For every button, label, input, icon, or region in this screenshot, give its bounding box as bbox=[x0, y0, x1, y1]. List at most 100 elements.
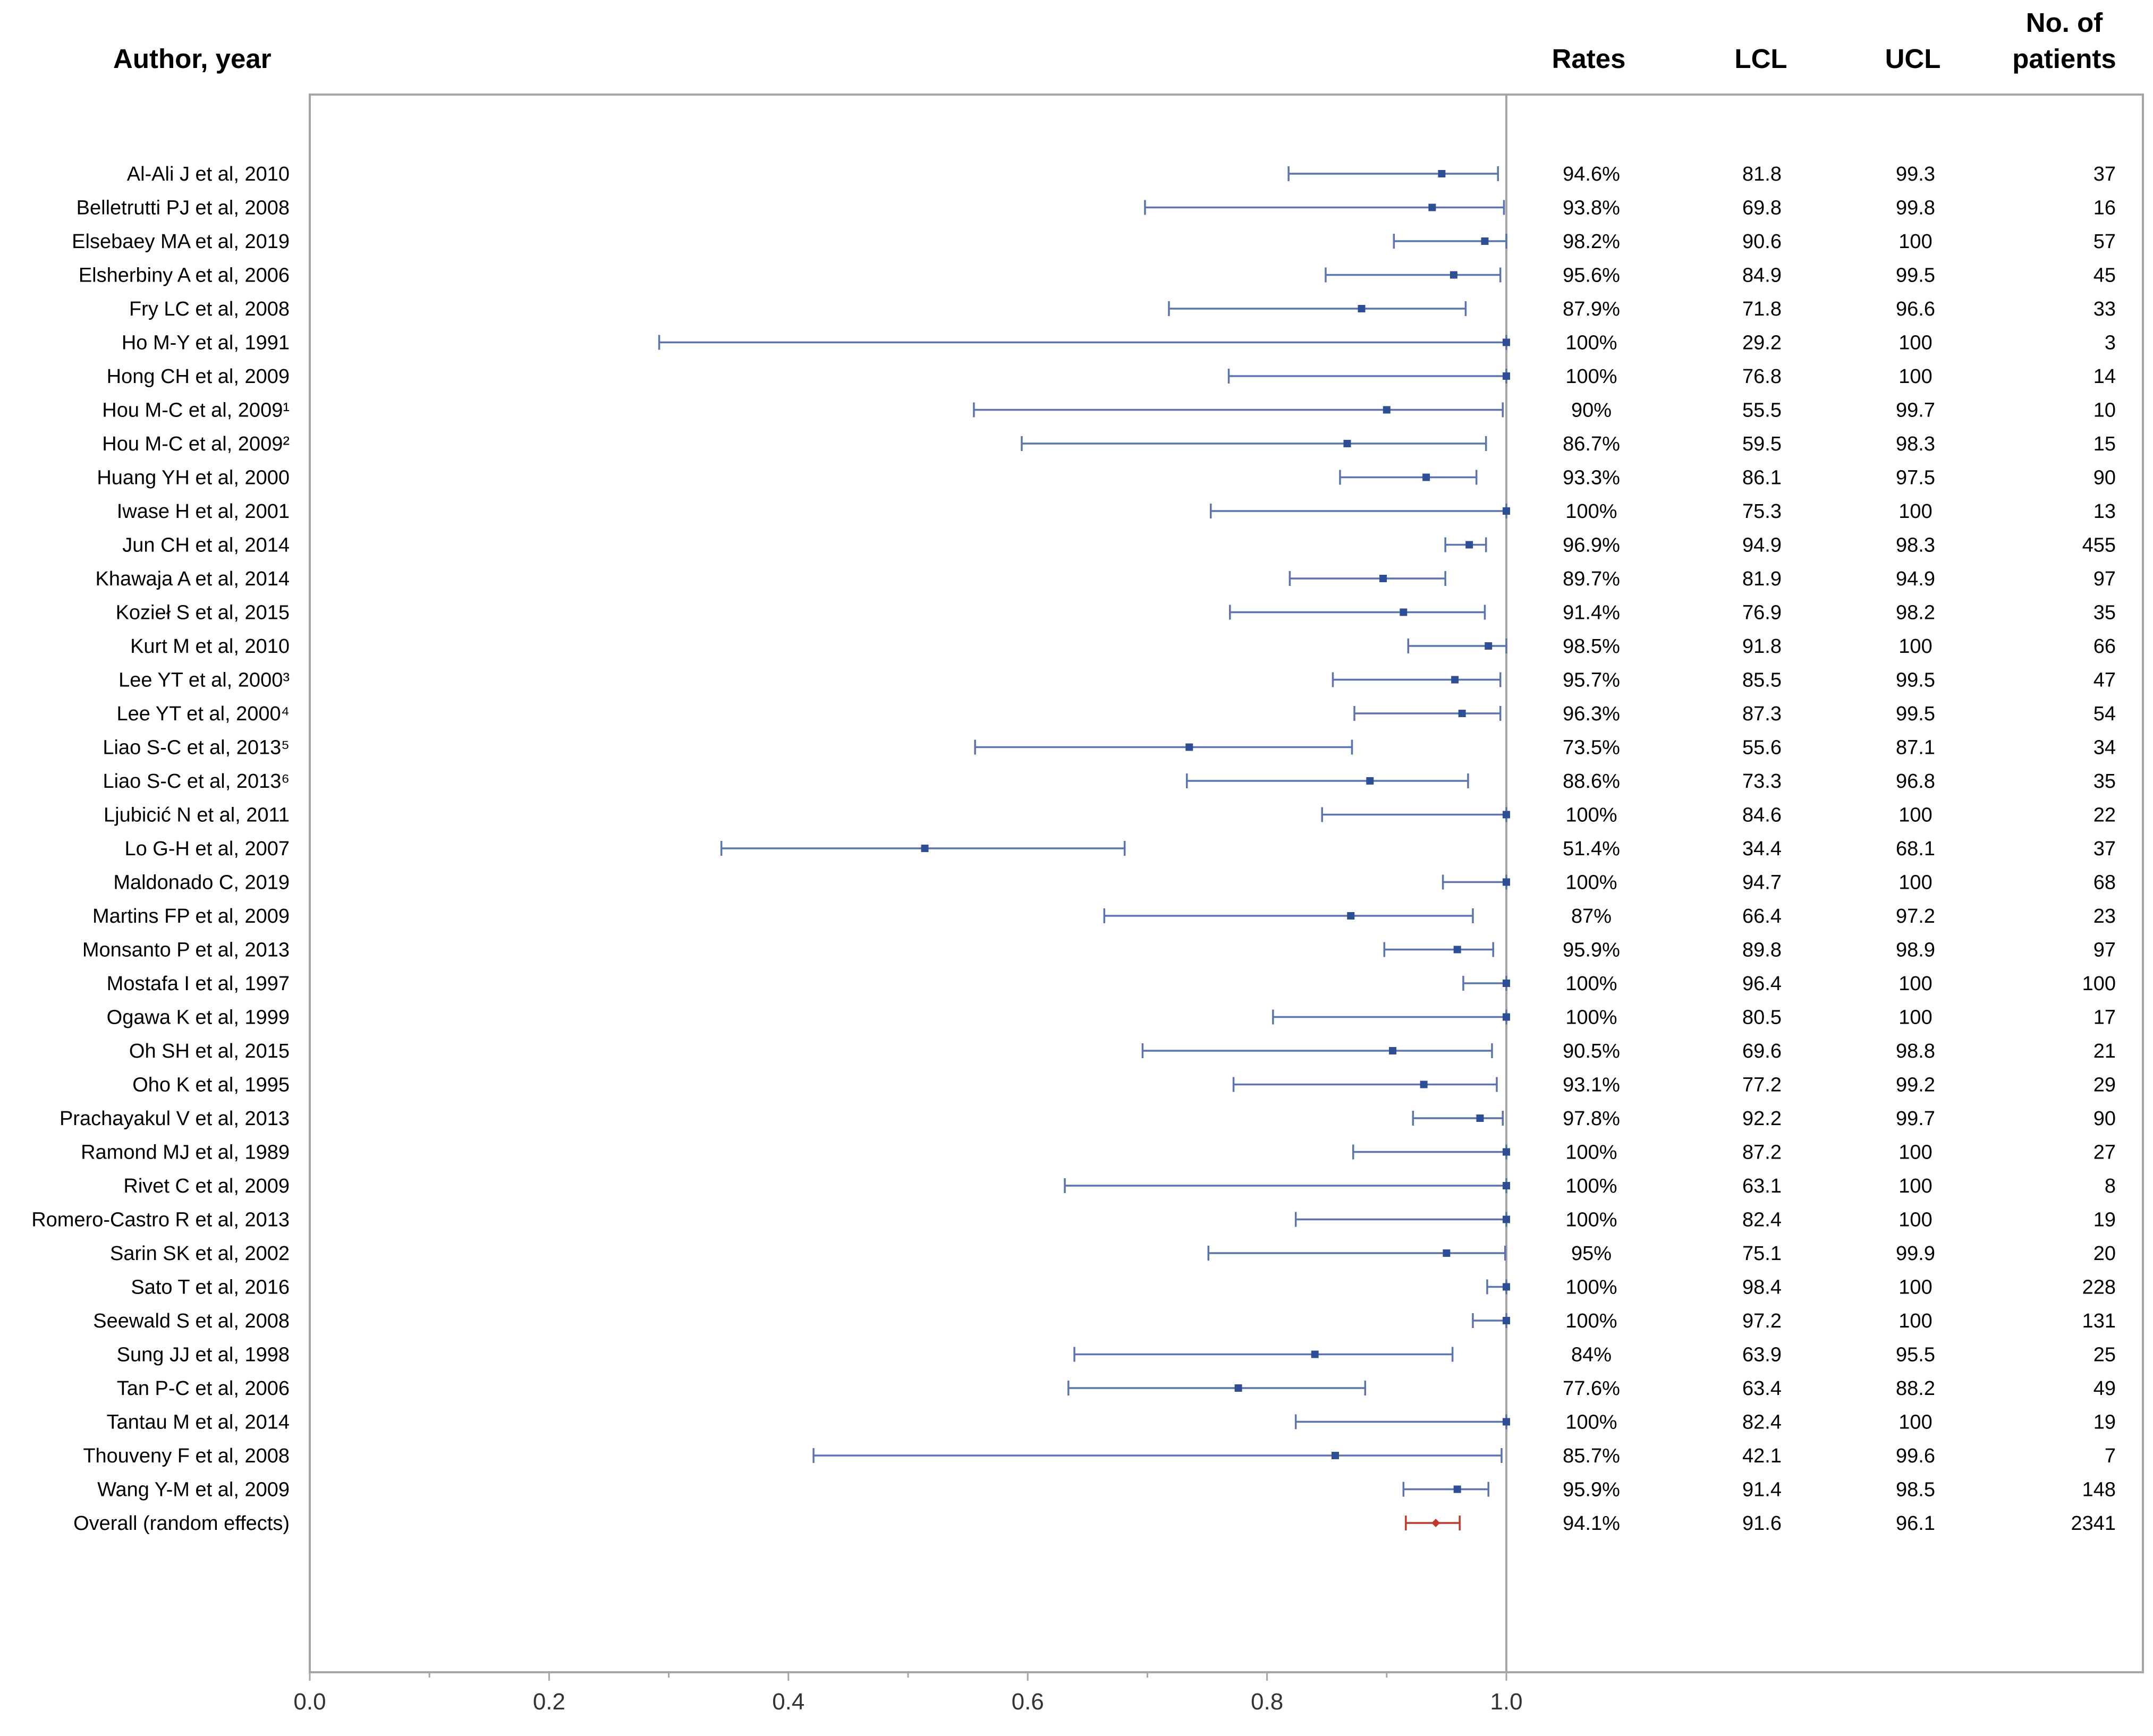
ucl-value: 100 bbox=[1898, 231, 1932, 253]
overall-row: Overall (random effects) 94.1% 91.6 96.1 234… bbox=[73, 1512, 2116, 1535]
point-estimate bbox=[1458, 710, 1466, 717]
patients-value: 10 bbox=[2093, 399, 2116, 422]
patients-value: 54 bbox=[2093, 703, 2116, 725]
ucl-value: 95.5 bbox=[1896, 1344, 1935, 1366]
patients-value: 100 bbox=[2082, 973, 2116, 995]
lcl-value: 69.8 bbox=[1742, 197, 1782, 219]
point-estimate bbox=[1476, 1114, 1484, 1122]
rate-value: 100% bbox=[1565, 332, 1617, 354]
rate-value: 100% bbox=[1565, 1007, 1617, 1029]
study-row: Tantau M et al, 2014 100% 82.4 100 19 bbox=[107, 1411, 2116, 1434]
lcl-value: 75.3 bbox=[1742, 500, 1782, 523]
rate-value: 87% bbox=[1571, 905, 1612, 927]
study-row: Thouveny F et al, 2008 85.7% 42.1 99.6 7 bbox=[83, 1445, 2116, 1467]
lcl-value: 96.4 bbox=[1742, 973, 1782, 995]
patients-value: 57 bbox=[2093, 231, 2116, 253]
study-row: Oho K et al, 1995 93.1% 77.2 99.2 29 bbox=[132, 1074, 2116, 1096]
study-row: Prachayakul V et al, 2013 97.8% 92.2 99.7 90 bbox=[60, 1108, 2116, 1130]
rate-value: 95.7% bbox=[1563, 669, 1620, 692]
study-row: Lee YT et al, 2000⁴ 96.3% 87.3 99.5 54 bbox=[116, 703, 2116, 725]
lcl-value: 86.1 bbox=[1742, 467, 1782, 489]
ucl-value: 100 bbox=[1898, 635, 1932, 658]
ucl-value: 99.5 bbox=[1896, 703, 1935, 725]
study-label: Khawaja A et al, 2014 bbox=[95, 568, 290, 590]
lcl-value: 66.4 bbox=[1742, 905, 1782, 927]
x-tick-label: 1.0 bbox=[1490, 1689, 1522, 1715]
study-row: Belletrutti PJ et al, 2008 93.8% 69.8 99.8 1… bbox=[77, 197, 2116, 219]
rate-value: 98.5% bbox=[1563, 635, 1620, 658]
study-label: Mostafa I et al, 1997 bbox=[107, 973, 290, 995]
study-label: Sato T et al, 2016 bbox=[131, 1277, 290, 1299]
study-row: Kurt M et al, 2010 98.5% 91.8 100 66 bbox=[130, 635, 2116, 658]
lcl-value: 90.6 bbox=[1742, 231, 1782, 253]
study-label: Martins FP et al, 2009 bbox=[92, 905, 290, 927]
ucl-value: 100 bbox=[1898, 1411, 1932, 1434]
lcl-value: 63.9 bbox=[1742, 1344, 1782, 1366]
point-estimate bbox=[1503, 811, 1510, 819]
point-estimate bbox=[1311, 1350, 1319, 1358]
x-tick-label: 0.8 bbox=[1251, 1689, 1283, 1715]
lcl-value: 69.6 bbox=[1742, 1040, 1782, 1062]
rate-value: 93.8% bbox=[1563, 197, 1620, 219]
patients-value: 131 bbox=[2082, 1310, 2116, 1332]
study-label: Hong CH et al, 2009 bbox=[107, 365, 290, 388]
lcl-value: 55.6 bbox=[1742, 737, 1782, 759]
lcl-value: 98.4 bbox=[1742, 1277, 1782, 1299]
study-label: Sung JJ et al, 1998 bbox=[117, 1344, 290, 1366]
point-estimate bbox=[1379, 575, 1387, 582]
point-estimate bbox=[1185, 743, 1193, 751]
study-label: Ogawa K et al, 1999 bbox=[107, 1007, 290, 1029]
lcl-value: 91.8 bbox=[1742, 635, 1782, 658]
patients-value: 19 bbox=[2093, 1209, 2116, 1231]
study-row: Lee YT et al, 2000³ 95.7% 85.5 99.5 47 bbox=[118, 669, 2116, 692]
study-label: Overall (random effects) bbox=[73, 1512, 290, 1535]
rate-value: 85.7% bbox=[1563, 1445, 1620, 1467]
patients-value: 27 bbox=[2093, 1142, 2116, 1164]
study-row: Oh SH et al, 2015 90.5% 69.6 98.8 21 bbox=[129, 1040, 2116, 1062]
rate-value: 100% bbox=[1565, 973, 1617, 995]
patients-value: 66 bbox=[2093, 635, 2116, 658]
rate-value: 100% bbox=[1565, 1142, 1617, 1164]
rate-value: 97.8% bbox=[1563, 1108, 1620, 1130]
study-label: Rivet C et al, 2009 bbox=[123, 1175, 290, 1197]
study-row: Maldonado C, 2019 100% 94.7 100 68 bbox=[113, 872, 2116, 894]
ucl-value: 87.1 bbox=[1896, 737, 1935, 759]
ucl-value: 98.8 bbox=[1896, 1040, 1935, 1062]
rate-value: 84% bbox=[1571, 1344, 1612, 1366]
rate-value: 93.3% bbox=[1563, 467, 1620, 489]
rate-value: 100% bbox=[1565, 1175, 1617, 1197]
ucl-value: 100 bbox=[1898, 1209, 1932, 1231]
rate-value: 95% bbox=[1571, 1243, 1612, 1265]
study-row: Kozieł S et al, 2015 91.4% 76.9 98.2 35 bbox=[116, 602, 2116, 624]
lcl-value: 89.8 bbox=[1742, 939, 1782, 961]
x-tick-label: 0.4 bbox=[772, 1689, 804, 1715]
patients-value: 33 bbox=[2093, 298, 2116, 320]
ucl-value: 100 bbox=[1898, 365, 1932, 388]
study-label: Fry LC et al, 2008 bbox=[129, 298, 290, 320]
study-label: Liao S-C et al, 2013⁵ bbox=[103, 737, 290, 759]
lcl-value: 87.2 bbox=[1742, 1142, 1782, 1164]
rate-value: 95.9% bbox=[1563, 1479, 1620, 1501]
study-label: Prachayakul V et al, 2013 bbox=[60, 1108, 290, 1130]
ucl-value: 98.2 bbox=[1896, 602, 1935, 624]
ucl-value: 99.6 bbox=[1896, 1445, 1935, 1467]
lcl-value: 63.4 bbox=[1742, 1377, 1782, 1400]
ucl-value: 100 bbox=[1898, 1175, 1932, 1197]
study-row: Sato T et al, 2016 100% 98.4 100 228 bbox=[131, 1277, 2116, 1299]
study-label: Huang YH et al, 2000 bbox=[97, 467, 290, 489]
lcl-value: 59.5 bbox=[1742, 433, 1782, 455]
study-row: Ho M-Y et al, 1991 100% 29.2 100 3 bbox=[122, 332, 2116, 354]
study-row: Hou M-C et al, 2009² 86.7% 59.5 98.3 15 bbox=[102, 433, 2116, 455]
x-tick-label: 0.6 bbox=[1012, 1689, 1044, 1715]
lcl-value: 81.8 bbox=[1742, 163, 1782, 185]
ucl-value: 97.5 bbox=[1896, 467, 1935, 489]
rate-value: 96.3% bbox=[1563, 703, 1620, 725]
lcl-value: 80.5 bbox=[1742, 1007, 1782, 1029]
study-label: Ljubicić N et al, 2011 bbox=[104, 804, 290, 827]
rate-value: 100% bbox=[1565, 365, 1617, 388]
lcl-value: 73.3 bbox=[1742, 770, 1782, 793]
study-label: Iwase H et al, 2001 bbox=[117, 500, 290, 523]
ucl-value: 99.7 bbox=[1896, 1108, 1935, 1130]
